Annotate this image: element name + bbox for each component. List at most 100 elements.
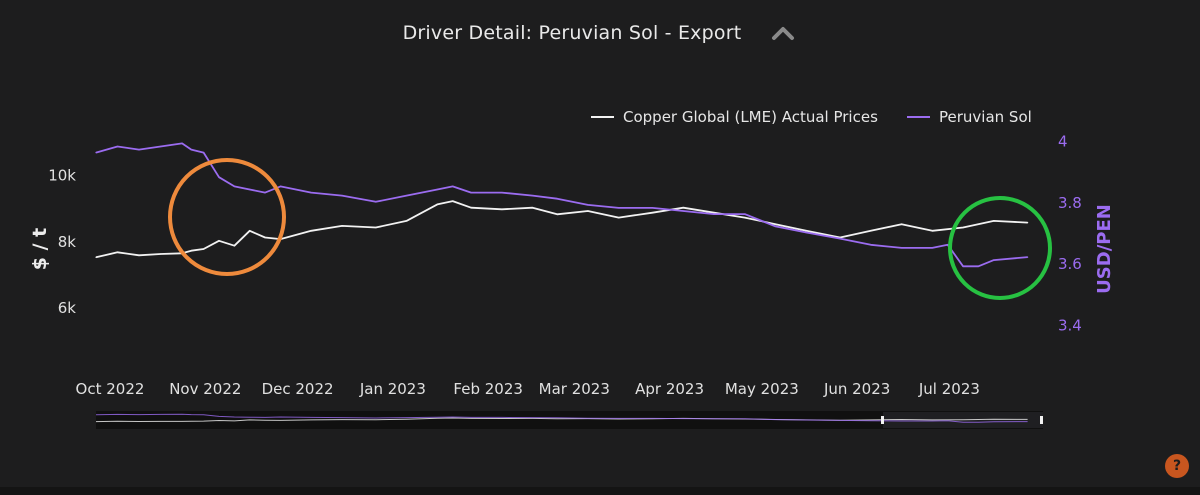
y-right-tick-label: 3.4 bbox=[1058, 317, 1082, 335]
point-copper bbox=[1027, 222, 1029, 224]
point-sol bbox=[713, 213, 715, 215]
x-tick-label: Jan 2023 bbox=[359, 380, 426, 398]
point-copper bbox=[556, 213, 558, 215]
point-sol bbox=[501, 192, 503, 194]
point-copper bbox=[744, 217, 746, 219]
x-tick-label: Jul 2023 bbox=[918, 380, 980, 398]
point-copper bbox=[218, 240, 220, 242]
chart-header: Driver Detail: Peruvian Sol - Export bbox=[0, 18, 1200, 48]
point-copper bbox=[160, 253, 162, 255]
point-copper bbox=[682, 207, 684, 209]
series-line-copper bbox=[95, 200, 1028, 259]
help-button[interactable]: ? bbox=[1165, 454, 1189, 478]
point-copper bbox=[116, 251, 119, 253]
point-sol bbox=[436, 188, 438, 191]
x-tick-label: Dec 2022 bbox=[262, 380, 334, 398]
point-sol bbox=[160, 145, 162, 148]
point-copper bbox=[190, 250, 192, 252]
point-copper bbox=[587, 210, 589, 212]
collapse-button[interactable] bbox=[769, 22, 797, 44]
point-copper bbox=[618, 217, 620, 219]
chart-title: Driver Detail: Peruvian Sol - Export bbox=[402, 22, 742, 44]
y-right-ticks: 3.4 3.6 3.8 4 bbox=[1058, 132, 1082, 334]
point-copper bbox=[805, 230, 807, 232]
highlight-circle-right bbox=[948, 196, 1052, 300]
point-copper bbox=[962, 226, 964, 229]
range-navigator[interactable] bbox=[95, 411, 1043, 429]
point-copper bbox=[713, 212, 715, 214]
y-right-tick-label: 4 bbox=[1058, 132, 1068, 150]
point-sol bbox=[233, 185, 235, 187]
point-sol bbox=[931, 247, 933, 249]
point-sol bbox=[95, 152, 97, 154]
y-right-title: USD/PEN bbox=[1094, 204, 1115, 294]
x-tick-label: Mar 2023 bbox=[539, 380, 610, 398]
point-sol bbox=[947, 244, 949, 246]
y-left-ticks: 6k 8k 10k bbox=[48, 167, 76, 317]
bottom-strip bbox=[0, 487, 1200, 495]
x-tick-label: Oct 2022 bbox=[76, 380, 145, 398]
point-copper bbox=[138, 254, 140, 256]
x-tick-label: Feb 2023 bbox=[453, 380, 523, 398]
navigator-track bbox=[96, 411, 1043, 429]
point-sol bbox=[618, 207, 620, 209]
point-copper bbox=[95, 256, 97, 258]
point-sol bbox=[279, 185, 282, 187]
point-copper bbox=[501, 208, 503, 210]
point-copper bbox=[233, 245, 235, 247]
point-sol bbox=[375, 201, 377, 203]
point-sol bbox=[116, 145, 119, 148]
point-sol bbox=[405, 195, 408, 197]
point-copper bbox=[993, 220, 995, 222]
point-copper bbox=[203, 248, 205, 250]
point-sol bbox=[203, 152, 205, 154]
point-sol bbox=[977, 265, 980, 267]
line-chart: Copper Global (LME) Actual Prices Peruvi… bbox=[29, 108, 1115, 429]
point-sol bbox=[310, 192, 312, 194]
point-sol bbox=[452, 185, 454, 187]
point-sol bbox=[870, 244, 872, 246]
point-sol bbox=[190, 149, 192, 151]
point-sol bbox=[774, 225, 777, 227]
point-copper bbox=[452, 200, 454, 202]
point-sol bbox=[805, 231, 807, 234]
point-copper bbox=[651, 212, 654, 214]
point-copper bbox=[532, 207, 534, 209]
point-sol bbox=[138, 149, 140, 151]
y-left-tick-label: 6k bbox=[58, 299, 77, 317]
y-left-tick-label: 8k bbox=[58, 233, 77, 251]
point-sol bbox=[962, 265, 964, 267]
x-tick-label: Nov 2022 bbox=[169, 380, 241, 398]
point-sol bbox=[249, 188, 251, 191]
x-tick-label: Apr 2023 bbox=[635, 380, 704, 398]
point-copper bbox=[436, 203, 438, 205]
point-copper bbox=[341, 225, 343, 227]
point-copper bbox=[264, 236, 266, 239]
x-tick-label: May 2023 bbox=[725, 380, 799, 398]
point-sol bbox=[532, 195, 534, 197]
legend-item-sol[interactable]: Peruvian Sol bbox=[907, 108, 1032, 126]
point-sol bbox=[556, 198, 558, 200]
point-sol bbox=[587, 204, 589, 206]
x-tick-label: Jun 2023 bbox=[823, 380, 890, 398]
point-copper bbox=[931, 230, 933, 232]
point-sol bbox=[682, 210, 684, 212]
point-copper bbox=[405, 220, 408, 222]
series-lines bbox=[95, 142, 1029, 268]
legend-item-copper[interactable]: Copper Global (LME) Actual Prices bbox=[591, 108, 878, 126]
navigator-handle-left[interactable] bbox=[881, 416, 884, 424]
point-sol bbox=[901, 247, 903, 249]
y-right-tick-label: 3.8 bbox=[1058, 194, 1082, 212]
point-sol bbox=[993, 259, 995, 261]
x-ticks: Oct 2022 Nov 2022 Dec 2022 Jan 2023 Feb 2023… bbox=[76, 380, 980, 398]
point-sol bbox=[470, 192, 472, 194]
point-sol bbox=[264, 192, 266, 194]
point-copper bbox=[249, 230, 251, 232]
navigator-line-sol bbox=[95, 413, 1028, 423]
point-copper bbox=[870, 230, 872, 232]
point-sol bbox=[181, 142, 183, 144]
point-copper bbox=[470, 207, 472, 209]
point-copper bbox=[901, 223, 903, 225]
point-sol bbox=[651, 207, 654, 209]
navigator-handle-right[interactable] bbox=[1040, 416, 1043, 424]
